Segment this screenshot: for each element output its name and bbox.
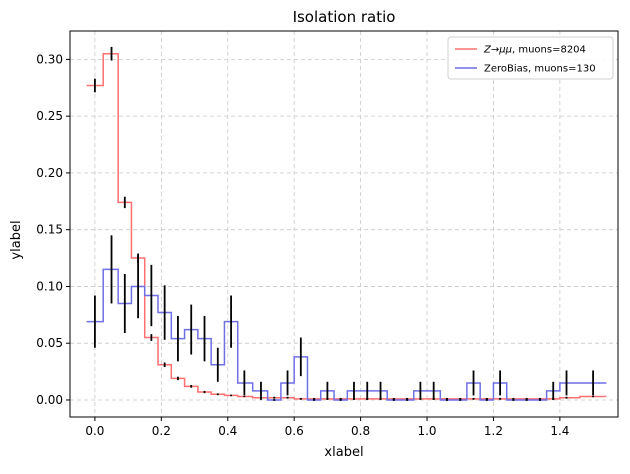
legend-entry-0: Z→μμ, muons=8204 [483, 45, 586, 56]
y-tick-label: 0.00 [36, 393, 63, 407]
legend-box [447, 36, 614, 80]
x-tick-label: 1.0 [417, 424, 436, 438]
error-bars [94, 46, 594, 401]
x-tick-label: 0.6 [285, 424, 304, 438]
x-axis-label: xlabel [324, 445, 363, 460]
y-tick-label: 0.15 [36, 223, 63, 237]
y-tick-label: 0.30 [36, 52, 63, 66]
chart-title: Isolation ratio [293, 8, 396, 26]
y-tick-label: 0.25 [36, 109, 63, 123]
x-tick-label: 0.0 [85, 424, 104, 438]
y-axis-label: ylabel [9, 220, 24, 259]
y-tick-label: 0.20 [36, 166, 63, 180]
y-axis: 0.00 0.05 0.10 0.15 0.20 0.25 0.30 [36, 52, 70, 407]
x-tick-label: 1.2 [484, 424, 503, 438]
x-axis: 0.0 0.2 0.4 0.6 0.8 1.0 1.2 1.4 [85, 417, 569, 438]
x-tick-label: 0.8 [351, 424, 370, 438]
x-tick-label: 0.4 [218, 424, 237, 438]
x-tick-label: 0.2 [152, 424, 171, 438]
legend-entry-1: ZeroBias, muons=130 [484, 64, 596, 75]
legend: Z→μμ, muons=8204 ZeroBias, muons=130 [447, 36, 614, 80]
grid [70, 31, 618, 417]
plot-frame [69, 30, 619, 418]
y-tick-label: 0.10 [36, 279, 63, 293]
y-tick-label: 0.05 [36, 336, 63, 350]
x-tick-label: 1.4 [550, 424, 569, 438]
